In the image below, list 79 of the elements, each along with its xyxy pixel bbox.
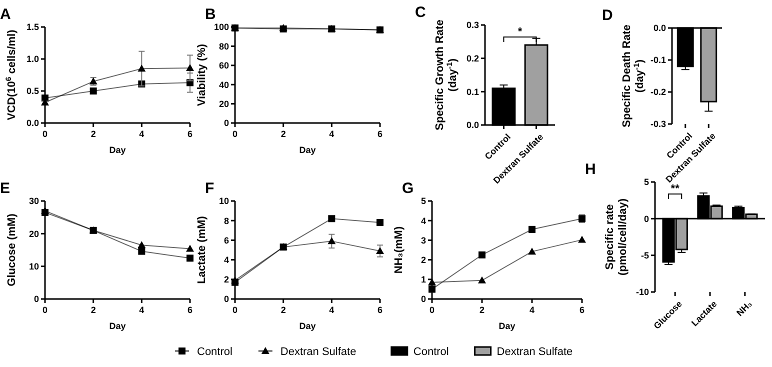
annotation: ** <box>670 183 680 195</box>
y-axis-title: Lactate (mM) <box>196 216 208 284</box>
y-axis-title: Specific rate (pmol/cell/day) <box>604 198 629 276</box>
y-axis-title: NH₃(mM) <box>393 226 405 274</box>
x-tick-label: 0 <box>42 305 48 315</box>
y-tick-label: 80 <box>218 41 229 52</box>
x-tick-label: 2 <box>90 305 96 315</box>
y-tick-label: 3 <box>420 235 426 246</box>
legend-label: Control <box>197 346 232 358</box>
y-axis-title: Glucose (mM) <box>6 213 18 286</box>
x-tick-label: 2 <box>280 305 286 315</box>
x-tick-label: 6 <box>579 305 585 315</box>
y-tick-label: 2 <box>420 254 426 265</box>
x-tick-label: NH₃ <box>734 298 754 318</box>
x-axis-title: Day <box>498 321 516 331</box>
x-axis-title: Day <box>299 321 316 331</box>
y-tick-label: 0.5 <box>26 86 39 96</box>
x-tick-label: 4 <box>329 129 334 139</box>
x-axis-title: Day <box>109 145 126 155</box>
y-tick-label: 5 <box>420 196 426 206</box>
x-tick-label: 2 <box>90 129 96 139</box>
chart-title: C <box>415 4 426 21</box>
x-tick-label: 6 <box>187 305 193 315</box>
y-tick-label: -5 <box>640 250 649 260</box>
y-tick-label: 30 <box>28 196 39 206</box>
legend-label: Dextran Sulfate <box>496 346 573 358</box>
x-tick-label: 0 <box>232 305 238 315</box>
y-tick-label: 1 <box>420 274 426 285</box>
x-tick-label: 6 <box>377 305 383 315</box>
y-tick-label: -0.2 <box>650 87 666 98</box>
x-tick-label: 0 <box>232 129 238 139</box>
y-tick-label: 60 <box>218 60 229 71</box>
y-tick-label: 10 <box>218 196 229 206</box>
x-axis-title: Day <box>109 321 126 331</box>
legend-label: Dextran Sulfate <box>280 346 356 358</box>
y-tick-label: 4 <box>420 216 426 226</box>
chart-title: A <box>0 6 11 23</box>
x-tick-label: 0 <box>429 305 435 315</box>
y-tick-label: 0 <box>644 214 649 224</box>
chart-title: H <box>585 161 596 178</box>
y-tick-label: 20 <box>218 98 229 109</box>
y-tick-label: 0 <box>224 118 229 128</box>
y-tick-label: 2 <box>224 274 229 285</box>
y-tick-label: 40 <box>218 80 229 90</box>
y-tick-label: 8 <box>224 216 229 226</box>
y-tick-label: 0.0 <box>466 120 479 130</box>
chart-title: E <box>0 180 10 197</box>
annotation: * <box>518 26 523 38</box>
legend-label: Control <box>413 346 449 358</box>
x-tick-label: 4 <box>139 305 144 315</box>
y-tick-label: 6 <box>224 235 229 246</box>
y-tick-label: -0.1 <box>650 55 666 66</box>
chart-title: G <box>402 180 414 197</box>
x-tick-label: 4 <box>139 129 144 139</box>
y-tick-label: 1.5 <box>26 22 39 32</box>
x-tick-label: 6 <box>187 129 193 139</box>
x-tick-label: 0 <box>42 129 48 139</box>
x-tick-label: 4 <box>329 305 334 315</box>
y-tick-label: -0.3 <box>650 119 666 130</box>
y-tick-label: 1.0 <box>26 54 39 64</box>
y-tick-label: 0.3 <box>466 20 479 30</box>
y-tick-label: 0.2 <box>466 53 479 64</box>
chart-title: F <box>205 180 214 197</box>
y-tick-label: 5 <box>644 177 649 188</box>
x-tick-label: 2 <box>280 129 286 139</box>
y-tick-label: 10 <box>28 261 39 272</box>
x-axis-title: Day <box>299 145 316 155</box>
y-tick-label: 4 <box>224 254 229 265</box>
y-tick-label: 100 <box>214 22 229 32</box>
chart-title: B <box>205 6 216 23</box>
y-tick-label: 0.1 <box>466 86 479 97</box>
x-tick-label: 6 <box>377 129 383 139</box>
y-axis-title: Viability (%) <box>196 44 208 106</box>
y-tick-label: -10 <box>636 287 649 298</box>
y-tick-label: 20 <box>28 228 39 239</box>
y-tick-label: 0.0 <box>26 118 39 128</box>
y-tick-label: 0.0 <box>653 23 666 34</box>
chart-title: D <box>602 7 613 24</box>
x-tick-label: 4 <box>529 305 535 315</box>
